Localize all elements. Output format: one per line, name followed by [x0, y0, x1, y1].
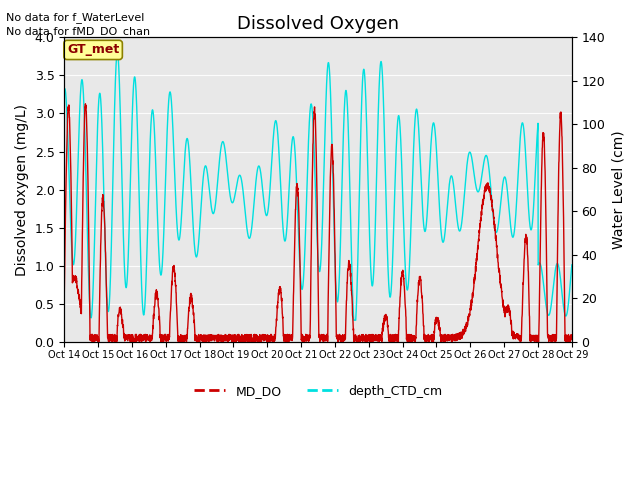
- Title: Dissolved Oxygen: Dissolved Oxygen: [237, 15, 399, 33]
- Y-axis label: Dissolved oxygen (mg/L): Dissolved oxygen (mg/L): [15, 104, 29, 276]
- Text: GT_met: GT_met: [67, 43, 119, 57]
- Y-axis label: Water Level (cm): Water Level (cm): [611, 131, 625, 249]
- Legend: MD_DO, depth_CTD_cm: MD_DO, depth_CTD_cm: [189, 380, 447, 403]
- Text: No data for f̲MD_DO_chan: No data for f̲MD_DO_chan: [6, 26, 150, 37]
- Text: No data for f_WaterLevel: No data for f_WaterLevel: [6, 12, 145, 23]
